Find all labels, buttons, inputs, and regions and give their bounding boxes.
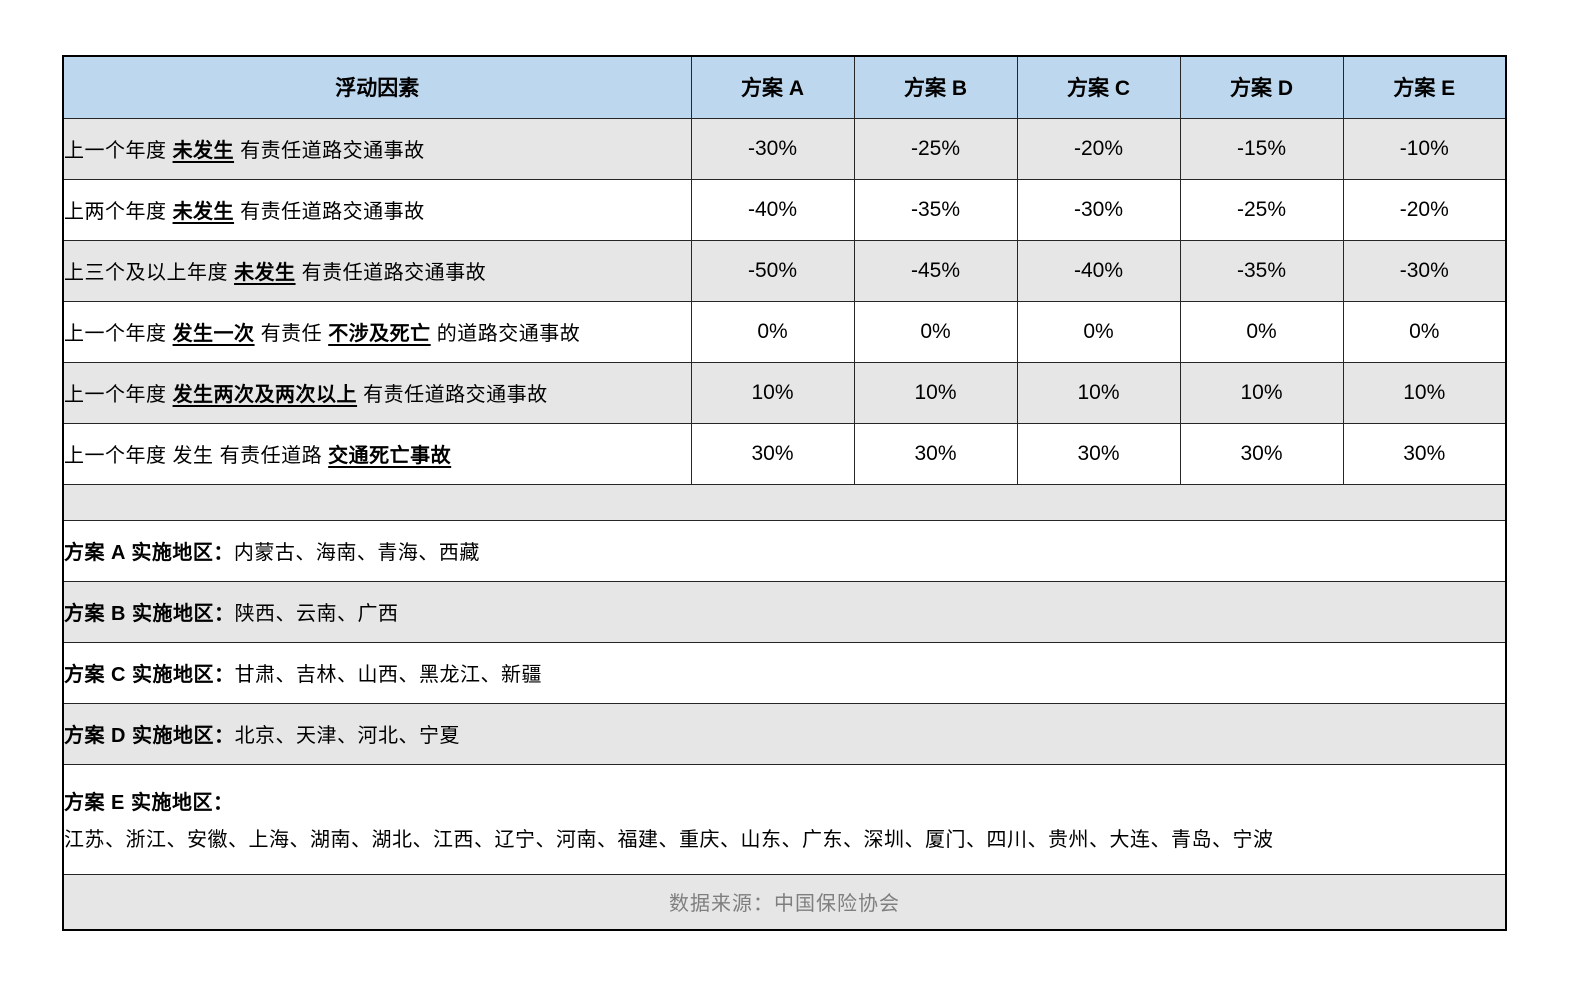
value-cell: 10%	[690, 361, 855, 424]
plain-text: 有责任道路交通事故	[234, 201, 425, 223]
region-label: 方案 A 实施地区：	[64, 542, 234, 564]
value-cell: -45%	[853, 239, 1018, 302]
region-row: 方案 A 实施地区：内蒙古、海南、青海、西藏	[62, 519, 1507, 582]
region-rows: 方案 A 实施地区：内蒙古、海南、青海、西藏 方案 B 实施地区：陕西、云南、广西…	[62, 519, 1507, 875]
footer-row: 数据来源：中国保险协会	[62, 873, 1507, 931]
region-row: 方案 B 实施地区：陕西、云南、广西	[62, 580, 1507, 643]
value-cell: -30%	[1016, 178, 1181, 241]
plain-text: 上一个年度	[64, 323, 173, 345]
value-cell: -25%	[1179, 178, 1344, 241]
factor-row: 上三个及以上年度 未发生 有责任道路交通事故 -50% -45% -40% -35% -3…	[62, 239, 1507, 302]
emphasized-text: 未发生	[172, 201, 235, 223]
factor-label-cell: 上一个年度 未发生 有责任道路交通事故	[62, 117, 692, 180]
factor-row: 上一个年度 发生 有责任道路 交通死亡事故 30% 30% 30% 30% 30%	[62, 422, 1507, 485]
value-cell: 30%	[690, 422, 855, 485]
floating-factor-table: 浮动因素 方案 A 方案 B 方案 C 方案 D 方案 E 上一个年度 未发生 …	[62, 55, 1507, 931]
region-text: 陕西、云南、广西	[234, 603, 399, 625]
factor-rows: 上一个年度 未发生 有责任道路交通事故 -30% -25% -20% -15% -10% 上…	[62, 117, 1507, 485]
value-cell: -20%	[1016, 117, 1181, 180]
header-cell-plan-d: 方案 D	[1179, 55, 1344, 119]
plain-text: 上一个年度	[64, 384, 173, 406]
value-cell: -35%	[1179, 239, 1344, 302]
region-cell: 方案 D 实施地区：北京、天津、河北、宁夏	[62, 702, 1507, 765]
factor-label-cell: 上一个年度 发生 有责任道路 交通死亡事故	[62, 422, 692, 485]
header-cell-plan-c: 方案 C	[1016, 55, 1181, 119]
region-cell: 方案 A 实施地区：内蒙古、海南、青海、西藏	[62, 519, 1507, 582]
value-cell: 0%	[1016, 300, 1181, 363]
factor-label-cell: 上一个年度 发生一次 有责任 不涉及死亡 的道路交通事故	[62, 300, 692, 363]
factor-row: 上一个年度 未发生 有责任道路交通事故 -30% -25% -20% -15% -10%	[62, 117, 1507, 180]
factor-row: 上一个年度 发生一次 有责任 不涉及死亡 的道路交通事故 0% 0% 0% 0% 0%	[62, 300, 1507, 363]
value-cell: -30%	[690, 117, 855, 180]
plain-text: 的道路交通事故	[430, 323, 581, 345]
plain-text: 上两个年度	[64, 201, 173, 223]
factor-label-cell: 上一个年度 发生两次及两次以上 有责任道路交通事故	[62, 361, 692, 424]
value-cell: 0%	[690, 300, 855, 363]
region-cell: 方案 B 实施地区：陕西、云南、广西	[62, 580, 1507, 643]
header-cell-plan-a: 方案 A	[690, 55, 855, 119]
region-text: 甘肃、吉林、山西、黑龙江、新疆	[234, 664, 543, 686]
emphasized-text: 未发生	[234, 262, 296, 284]
plain-text: 上三个及以上年度	[64, 262, 235, 284]
value-cell: 30%	[1342, 422, 1507, 485]
header-row: 浮动因素 方案 A 方案 B 方案 C 方案 D 方案 E	[62, 55, 1507, 119]
factor-row: 上一个年度 发生两次及两次以上 有责任道路交通事故 10% 10% 10% 10% 10%	[62, 361, 1507, 424]
emphasized-text: 发生一次	[172, 323, 255, 345]
value-cell: 10%	[1179, 361, 1344, 424]
region-label: 方案 C 实施地区：	[64, 664, 235, 686]
header-cell-plan-b: 方案 B	[853, 55, 1018, 119]
factor-label-cell: 上两个年度 未发生 有责任道路交通事故	[62, 178, 692, 241]
plain-text: 有责任道路交通事故	[234, 140, 425, 162]
value-cell: 10%	[1342, 361, 1507, 424]
value-cell: 30%	[1179, 422, 1344, 485]
region-text: 北京、天津、河北、宁夏	[234, 725, 461, 747]
value-cell: -40%	[690, 178, 855, 241]
source-text: 数据来源：中国保险协会	[62, 873, 1507, 931]
region-row: 方案 C 实施地区：甘肃、吉林、山西、黑龙江、新疆	[62, 641, 1507, 704]
value-cell: -25%	[853, 117, 1018, 180]
region-cell: 方案 E 实施地区： 江苏、浙江、安徽、上海、湖南、湖北、江西、辽宁、河南、福建、…	[62, 763, 1507, 875]
value-cell: 10%	[1016, 361, 1181, 424]
value-cell: 10%	[853, 361, 1018, 424]
value-cell: 0%	[1179, 300, 1344, 363]
plain-text: 有责任	[254, 323, 329, 345]
emphasized-text: 不涉及死亡	[328, 323, 431, 345]
region-label: 方案 D 实施地区：	[64, 725, 235, 747]
value-cell: 30%	[1016, 422, 1181, 485]
region-row: 方案 E 实施地区： 江苏、浙江、安徽、上海、湖南、湖北、江西、辽宁、河南、福建、…	[62, 763, 1507, 875]
emphasized-text: 交通死亡事故	[328, 445, 452, 467]
value-cell: -15%	[1179, 117, 1344, 180]
emphasized-text: 未发生	[172, 140, 235, 162]
region-label: 方案 B 实施地区：	[64, 603, 235, 625]
plain-text: 有责任道路交通事故	[357, 384, 548, 406]
value-cell: -30%	[1342, 239, 1507, 302]
value-cell: -35%	[853, 178, 1018, 241]
plain-text: 上一个年度	[64, 140, 173, 162]
plain-text: 有责任道路交通事故	[295, 262, 487, 284]
region-text: 江苏、浙江、安徽、上海、湖南、湖北、江西、辽宁、河南、福建、重庆、山东、广东、深…	[64, 829, 1274, 851]
header-cell-plan-e: 方案 E	[1342, 55, 1507, 119]
spacer-cell	[62, 483, 1507, 521]
value-cell: 0%	[1342, 300, 1507, 363]
value-cell: 30%	[853, 422, 1018, 485]
plain-text: 上一个年度 发生 有责任道路	[64, 445, 329, 467]
spacer-row	[62, 483, 1507, 521]
value-cell: -40%	[1016, 239, 1181, 302]
factor-row: 上两个年度 未发生 有责任道路交通事故 -40% -35% -30% -25% -20%	[62, 178, 1507, 241]
value-cell: 0%	[853, 300, 1018, 363]
factor-label-cell: 上三个及以上年度 未发生 有责任道路交通事故	[62, 239, 692, 302]
region-row: 方案 D 实施地区：北京、天津、河北、宁夏	[62, 702, 1507, 765]
region-cell: 方案 C 实施地区：甘肃、吉林、山西、黑龙江、新疆	[62, 641, 1507, 704]
emphasized-text: 发生两次及两次以上	[172, 384, 358, 406]
value-cell: -20%	[1342, 178, 1507, 241]
value-cell: -50%	[690, 239, 855, 302]
floating-factor-table-container: 浮动因素 方案 A 方案 B 方案 C 方案 D 方案 E 上一个年度 未发生 …	[62, 55, 1507, 931]
region-text: 内蒙古、海南、青海、西藏	[233, 542, 480, 564]
value-cell: -10%	[1342, 117, 1507, 180]
header-cell-factor: 浮动因素	[62, 55, 692, 119]
region-label: 方案 E 实施地区：	[64, 792, 234, 814]
